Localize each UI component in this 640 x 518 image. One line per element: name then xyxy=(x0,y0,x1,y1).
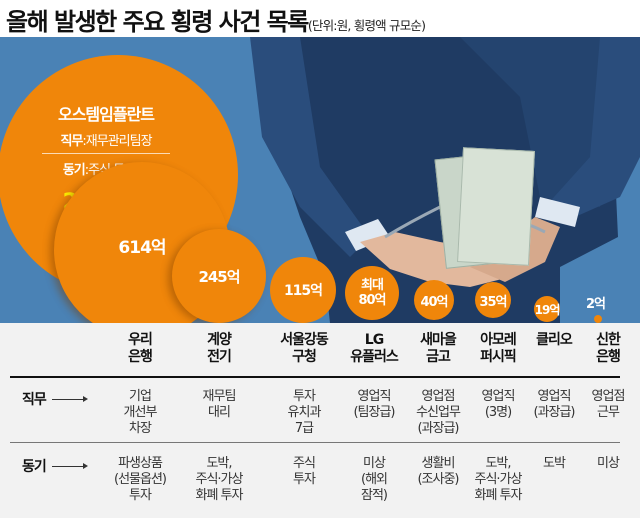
cell-role-woori: 기업 개선부 차장 xyxy=(123,389,158,436)
column-header-kyeyang: 계양 전기 xyxy=(207,332,232,365)
title-subtitle: (단위:원, 횡령액 규모순) xyxy=(307,18,426,33)
column-header-shinhan: 신한 은행 xyxy=(596,332,621,365)
featured-company: 오스템임플란트 xyxy=(57,105,155,124)
row-label-motive: 동기 xyxy=(22,456,88,476)
bubble-amorepacific: 35억 xyxy=(475,282,511,318)
cell-role-kyeyang: 재무팀 대리 xyxy=(202,389,237,420)
arrow-right-icon xyxy=(51,395,88,402)
bubble-gangdong: 115억 xyxy=(270,257,336,323)
bubble-saemaul: 40억 xyxy=(414,280,454,320)
row-divider xyxy=(10,442,620,443)
cell-role-lg-uplus: 영업직 (팀장급) xyxy=(353,389,395,420)
cell-motive-saemaul: 생활비 (조사중) xyxy=(417,456,459,487)
cell-motive-lg-uplus: 미상 (해외 잠적) xyxy=(361,456,388,503)
bubble-label: 40억 xyxy=(420,294,448,310)
bubble-label-line2: 80억 xyxy=(358,293,386,308)
bubble-label: 115억 xyxy=(283,283,323,299)
bubble-chart-panel: 오스템임플란트 직무:재무관리팀장 동기:주식 투자 등 2,215억 614억… xyxy=(0,37,640,323)
featured-role: 직무:재무관리팀장 xyxy=(60,134,152,149)
cell-role-saemaul: 영업점 수신업무 (과장급) xyxy=(416,389,461,436)
cell-role-clio: 영업직 (과장급) xyxy=(533,389,575,420)
bubble-label-line1: 최대 xyxy=(361,278,384,293)
page-title: 올해 발생한 주요 횡령 사건 목록(단위:원, 횡령액 규모순) xyxy=(6,2,426,37)
cell-motive-amorepacific: 도박, 주식·가상 화폐 투자 xyxy=(474,456,523,503)
column-header-woori: 우리 은행 xyxy=(128,332,153,365)
bubble-label: 35억 xyxy=(479,294,507,310)
cell-role-amorepacific: 영업직 (3명) xyxy=(481,389,516,420)
bubble-label-shinhan: 2억 xyxy=(586,297,606,312)
featured-divider xyxy=(42,153,170,154)
bubble-label: 245억 xyxy=(198,267,240,286)
bubble-label: 614억 xyxy=(118,237,166,258)
bubble-label: 19억 xyxy=(534,302,561,317)
column-header-lg-uplus: LG 유플러스 xyxy=(350,332,399,365)
title-bar: 올해 발생한 주요 횡령 사건 목록(단위:원, 횡령액 규모순) xyxy=(0,0,640,37)
banknotes-illustration-2 xyxy=(457,147,535,266)
bubble-clio: 19억 xyxy=(534,296,560,322)
cell-motive-woori: 파생상품 (선물옵션) 투자 xyxy=(114,456,167,503)
column-header-amorepacific: 아모레 퍼시픽 xyxy=(480,332,517,365)
cell-motive-clio: 도박 xyxy=(543,456,566,471)
cell-motive-kyeyang: 도박, 주식·가상 화폐 투자 xyxy=(195,456,244,503)
header-divider xyxy=(10,376,620,378)
column-header-clio: 클리오 xyxy=(536,332,573,348)
cell-role-gangdong: 투자 유치과 7급 xyxy=(287,389,322,436)
cell-motive-gangdong: 주식 투자 xyxy=(293,456,316,487)
column-header-gangdong: 서울강동 구청 xyxy=(280,332,329,365)
row-label-role: 직무 xyxy=(22,389,88,409)
cell-role-shinhan: 영업점 근무 xyxy=(591,389,626,420)
column-header-saemaul: 새마을 금고 xyxy=(420,332,457,365)
cell-motive-shinhan: 미상 xyxy=(597,456,620,471)
bubble-kyeyang: 245억 xyxy=(172,229,266,323)
bubble-shinhan xyxy=(594,315,602,323)
arrow-right-icon xyxy=(51,462,88,469)
title-main-text: 올해 발생한 주요 횡령 사건 목록 xyxy=(6,8,309,36)
details-table: 우리 은행 계양 전기 서울강동 구청 LG 유플러스 새마을 금고 아모레 퍼시픽 클리오… xyxy=(0,323,640,518)
bubble-lg-uplus: 최대 80억 xyxy=(345,266,399,320)
